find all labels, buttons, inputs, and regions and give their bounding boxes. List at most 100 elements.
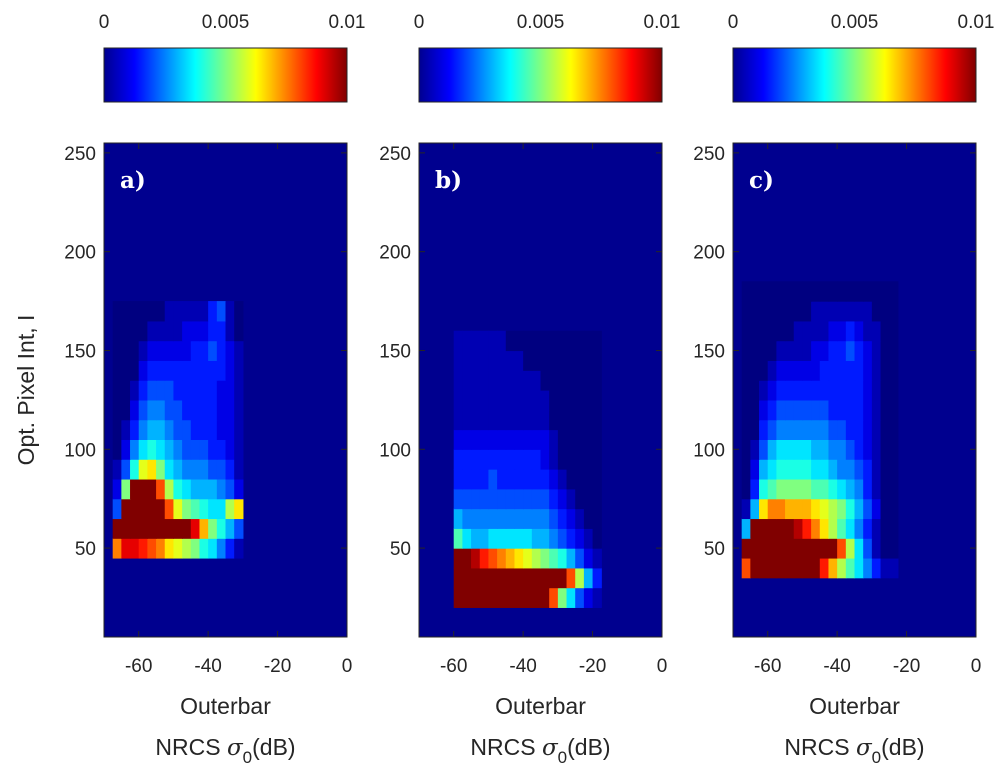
heatmap-cell <box>479 469 490 490</box>
heatmap-cell <box>583 409 594 431</box>
heatmap-cell <box>462 330 472 352</box>
y-tick-label: 250 <box>379 144 411 165</box>
heatmap-cell <box>234 380 244 401</box>
heatmap-cell <box>479 429 490 450</box>
heatmap-cell <box>583 488 594 510</box>
heatmap-cell <box>863 301 873 322</box>
y-tick-label: 50 <box>704 539 725 560</box>
heatmap-cell <box>147 340 157 361</box>
heatmap-cell <box>741 518 751 539</box>
plot-area-b-frame <box>418 142 663 638</box>
heatmap-cell <box>549 528 559 549</box>
heatmap-cell <box>889 459 899 480</box>
heatmap-cell <box>828 360 838 381</box>
heatmap-cell <box>497 409 507 431</box>
heatmap-cell <box>575 350 585 371</box>
heatmap-cell <box>190 498 201 520</box>
heatmap-cell <box>767 518 777 539</box>
heatmap-cell <box>819 340 830 361</box>
heatmap-cell <box>566 330 576 352</box>
heatmap-cell <box>802 419 812 440</box>
x-tick-label: -60 <box>754 656 781 677</box>
heatmap-cell <box>505 350 516 371</box>
heatmap-cell <box>741 439 751 460</box>
heatmap-cell <box>828 459 838 480</box>
heatmap-cell <box>540 429 550 450</box>
heatmap-cell <box>479 488 490 510</box>
heatmap-cell <box>225 360 235 381</box>
heatmap-cell <box>531 567 542 589</box>
xlabel-c-line2: NRCS σ0(dB) <box>784 734 924 767</box>
heatmap-cell <box>811 557 821 579</box>
heatmap-cell <box>583 449 594 470</box>
heatmap-cell <box>557 508 568 529</box>
heatmap-cell <box>531 469 542 490</box>
heatmap-cell <box>199 459 209 480</box>
heatmap-cell <box>889 301 899 322</box>
heatmap-cell <box>488 508 498 529</box>
heatmap-cell <box>208 518 218 539</box>
heatmap-cell <box>147 478 157 500</box>
heatmap-cell <box>880 557 890 579</box>
heatmap-cell <box>112 439 122 460</box>
heatmap-cell <box>557 548 568 569</box>
heatmap-cell <box>863 557 873 579</box>
heatmap-cell <box>182 498 192 520</box>
heatmap-cell <box>549 429 559 450</box>
heatmap-cell <box>505 508 516 529</box>
heatmap-cell <box>828 399 838 421</box>
heatmap-cell <box>479 528 490 549</box>
heatmap-cell <box>837 399 847 421</box>
heatmap-cell <box>837 419 847 440</box>
heatmap-cell <box>497 508 507 529</box>
heatmap-cell <box>112 360 122 381</box>
heatmap-cell <box>471 429 481 450</box>
heatmap-cell <box>741 399 751 421</box>
x-tick-label: 0 <box>342 656 353 677</box>
heatmap-cell <box>234 320 244 342</box>
heatmap-cell <box>880 380 890 401</box>
heatmap-cell <box>208 459 218 480</box>
heatmap-cell <box>479 390 490 411</box>
heatmap-cell <box>776 498 786 520</box>
heatmap-cell <box>828 281 838 302</box>
heatmap-cell <box>759 557 769 579</box>
heatmap-cell <box>819 498 830 520</box>
heatmap-cell <box>871 419 882 440</box>
heatmap-cell <box>531 548 542 569</box>
heatmap-cell <box>819 459 830 480</box>
heatmap-cell <box>234 538 244 559</box>
heatmap-cell <box>863 459 873 480</box>
heatmap-cell <box>583 548 594 569</box>
heatmap-cell <box>828 498 838 520</box>
heatmap-cell <box>863 281 873 302</box>
heatmap-cell <box>112 478 122 500</box>
heatmap-cell <box>156 498 166 520</box>
heatmap-cell <box>462 587 472 608</box>
heatmap-cell <box>741 281 751 302</box>
heatmap-cell <box>837 459 847 480</box>
heatmap-cell <box>592 429 602 450</box>
panel-a: 0 0.005 0.01 -60 -40 -20 0 50 100 150 200 250 a)… <box>13 12 365 767</box>
heatmap-cell <box>505 409 516 431</box>
heatmap-cell <box>549 508 559 529</box>
heatmap-cell <box>208 538 218 559</box>
heatmap-cell <box>592 409 602 431</box>
heatmap-cell <box>505 469 516 490</box>
heatmap-cell <box>514 567 524 589</box>
y-tick-label: 150 <box>693 341 725 362</box>
heatmap-cell <box>566 548 576 569</box>
heatmap-cell <box>453 488 463 510</box>
heatmap-cell <box>164 518 175 539</box>
heatmap-cell <box>819 281 830 302</box>
heatmap-cell <box>566 469 576 490</box>
heatmap-cell <box>566 429 576 450</box>
heatmap-cell <box>759 459 769 480</box>
heatmap-cell <box>147 399 157 421</box>
heatmap-cell <box>802 439 812 460</box>
heatmap-cell <box>234 340 244 361</box>
heatmap-cell <box>147 301 157 322</box>
heatmap-cell <box>479 587 490 608</box>
heatmap-cell <box>828 320 838 342</box>
xlabel-a-symbol: σ <box>227 735 244 761</box>
